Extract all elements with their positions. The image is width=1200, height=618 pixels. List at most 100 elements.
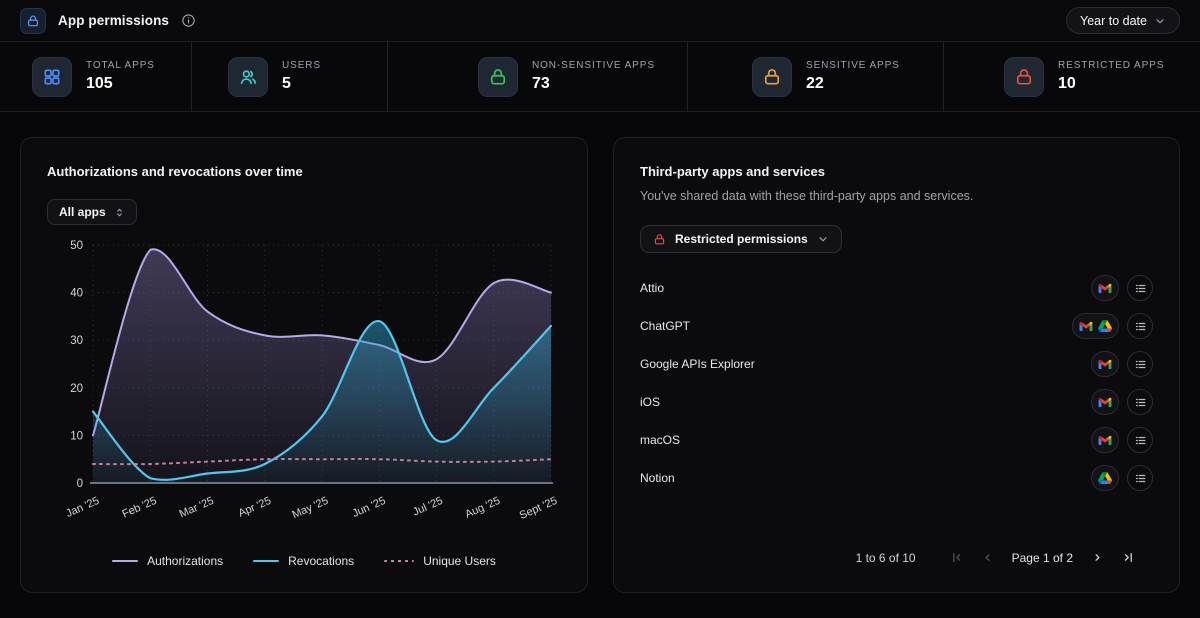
app-details-button[interactable] bbox=[1127, 465, 1153, 491]
svg-text:Feb '25: Feb '25 bbox=[120, 495, 158, 521]
lock-icon bbox=[28, 14, 38, 26]
lock-icon bbox=[752, 56, 792, 97]
connected-services[interactable] bbox=[1091, 351, 1119, 377]
connected-services[interactable] bbox=[1091, 389, 1119, 415]
lock-badge bbox=[20, 7, 46, 34]
drive-icon bbox=[1098, 471, 1112, 485]
apps-panel: Third-party apps and services You've sha… bbox=[613, 137, 1180, 593]
first-page-button[interactable] bbox=[948, 549, 965, 566]
connected-services[interactable] bbox=[1091, 427, 1119, 453]
svg-text:50: 50 bbox=[70, 240, 83, 252]
connected-services[interactable] bbox=[1072, 313, 1119, 339]
stat-restricted-apps: RESTRICTED APPS 10 bbox=[944, 42, 1200, 111]
stat-label: SENSITIVE APPS bbox=[806, 60, 900, 71]
svg-text:Jan '25: Jan '25 bbox=[64, 495, 101, 520]
app-name: iOS bbox=[640, 395, 661, 409]
lock-icon bbox=[653, 233, 666, 246]
chart-legend: Authorizations Revocations Unique Users bbox=[47, 554, 561, 568]
gmail-icon bbox=[1098, 435, 1112, 445]
legend-item: Authorizations bbox=[112, 554, 223, 568]
chart-canvas: 0 10 20 30 40 50 Jan '25 Feb '25 Mar '25 Apr '25 M… bbox=[64, 240, 559, 522]
drive-icon bbox=[1098, 319, 1112, 333]
stat-non-sensitive-apps: NON-SENSITIVE APPS 73 bbox=[388, 42, 688, 111]
legend-item: Revocations bbox=[253, 554, 354, 568]
chevron-down-icon bbox=[817, 233, 829, 245]
svg-text:Sept '25: Sept '25 bbox=[518, 495, 559, 522]
apps-panel-title: Third-party apps and services bbox=[640, 164, 825, 179]
connected-services[interactable] bbox=[1091, 465, 1119, 491]
previous-page-button[interactable] bbox=[979, 549, 996, 566]
gmail-icon bbox=[1079, 321, 1093, 331]
app-filter-select[interactable]: All apps bbox=[47, 199, 137, 225]
app-name: macOS bbox=[640, 433, 681, 447]
apps-list: Attio ChatGPT Google APIs Explorer bbox=[640, 269, 1153, 497]
app-details-button[interactable] bbox=[1127, 427, 1153, 453]
stat-label: RESTRICTED APPS bbox=[1058, 60, 1165, 71]
stat-value: 105 bbox=[86, 75, 113, 92]
legend-label: Authorizations bbox=[147, 554, 224, 568]
stat-value: 10 bbox=[1058, 75, 1076, 92]
app-row-actions bbox=[1091, 389, 1153, 415]
app-details-button[interactable] bbox=[1127, 351, 1153, 377]
svg-text:Apr '25: Apr '25 bbox=[237, 495, 273, 520]
legend-swatch-authorizations bbox=[112, 560, 139, 562]
app-row: Notion bbox=[640, 459, 1153, 497]
list-icon bbox=[1134, 320, 1147, 333]
stat-label: NON-SENSITIVE APPS bbox=[532, 60, 655, 71]
app-row-actions bbox=[1091, 465, 1153, 491]
app-row: Google APIs Explorer bbox=[640, 345, 1153, 383]
legend-label: Unique Users bbox=[423, 554, 496, 568]
chevron-down-icon bbox=[1154, 15, 1166, 27]
info-icon[interactable] bbox=[181, 13, 196, 28]
app-row: ChatGPT bbox=[640, 307, 1153, 345]
app-name: Attio bbox=[640, 281, 665, 295]
chart-panel: Authorizations and revocations over time… bbox=[20, 137, 588, 593]
svg-text:20: 20 bbox=[70, 383, 83, 395]
legend-swatch-revocations bbox=[253, 560, 280, 562]
lock-icon bbox=[1004, 56, 1044, 97]
svg-text:40: 40 bbox=[70, 288, 83, 300]
legend-swatch-unique-users bbox=[384, 560, 415, 562]
app-filter-label: All apps bbox=[59, 205, 106, 219]
top-left: App permissions bbox=[20, 7, 196, 34]
grid-icon bbox=[32, 56, 72, 97]
app-row-actions bbox=[1072, 313, 1153, 339]
apps-panel-subtitle: You've shared data with these third-part… bbox=[640, 189, 974, 203]
page-title: App permissions bbox=[58, 13, 170, 28]
legend-item: Unique Users bbox=[384, 554, 496, 568]
stat-value: 73 bbox=[532, 75, 550, 92]
last-page-button[interactable] bbox=[1120, 549, 1137, 566]
svg-text:Jun '25: Jun '25 bbox=[351, 495, 388, 520]
top-bar: App permissions Year to date bbox=[0, 0, 1200, 42]
stats-bar: TOTAL APPS 105 USERS 5 NON-SENSITIVE APP… bbox=[0, 42, 1200, 112]
app-row: iOS bbox=[640, 383, 1153, 421]
users-icon bbox=[228, 56, 268, 97]
stat-label: USERS bbox=[282, 60, 321, 71]
chart-panel-title: Authorizations and revocations over time bbox=[47, 164, 303, 179]
app-details-button[interactable] bbox=[1127, 389, 1153, 415]
stat-total-apps: TOTAL APPS 105 bbox=[0, 42, 192, 111]
svg-text:Mar '25: Mar '25 bbox=[178, 495, 216, 521]
app-details-button[interactable] bbox=[1127, 275, 1153, 301]
list-icon bbox=[1134, 434, 1147, 447]
permissions-filter-select[interactable]: Restricted permissions bbox=[640, 225, 842, 253]
lock-icon bbox=[478, 56, 518, 97]
stat-value: 5 bbox=[282, 75, 291, 92]
main-content: Authorizations and revocations over time… bbox=[0, 112, 1200, 593]
app-row-actions bbox=[1091, 351, 1153, 377]
svg-text:Aug '25: Aug '25 bbox=[463, 495, 502, 521]
next-page-button[interactable] bbox=[1089, 549, 1106, 566]
connected-services[interactable] bbox=[1091, 275, 1119, 301]
list-icon bbox=[1134, 358, 1147, 371]
date-range-selector[interactable]: Year to date bbox=[1066, 7, 1180, 34]
list-icon bbox=[1134, 472, 1147, 485]
svg-text:0: 0 bbox=[77, 478, 83, 490]
app-details-button[interactable] bbox=[1127, 313, 1153, 339]
chevron-updown-icon bbox=[114, 206, 125, 219]
gmail-icon bbox=[1098, 359, 1112, 369]
stat-sensitive-apps: SENSITIVE APPS 22 bbox=[688, 42, 944, 111]
date-range-label: Year to date bbox=[1080, 13, 1147, 28]
line-chart: 0 10 20 30 40 50 Jan '25 Feb '25 Mar '25 Apr '25 M… bbox=[47, 231, 561, 548]
stat-value: 22 bbox=[806, 75, 824, 92]
svg-text:10: 10 bbox=[70, 430, 83, 442]
